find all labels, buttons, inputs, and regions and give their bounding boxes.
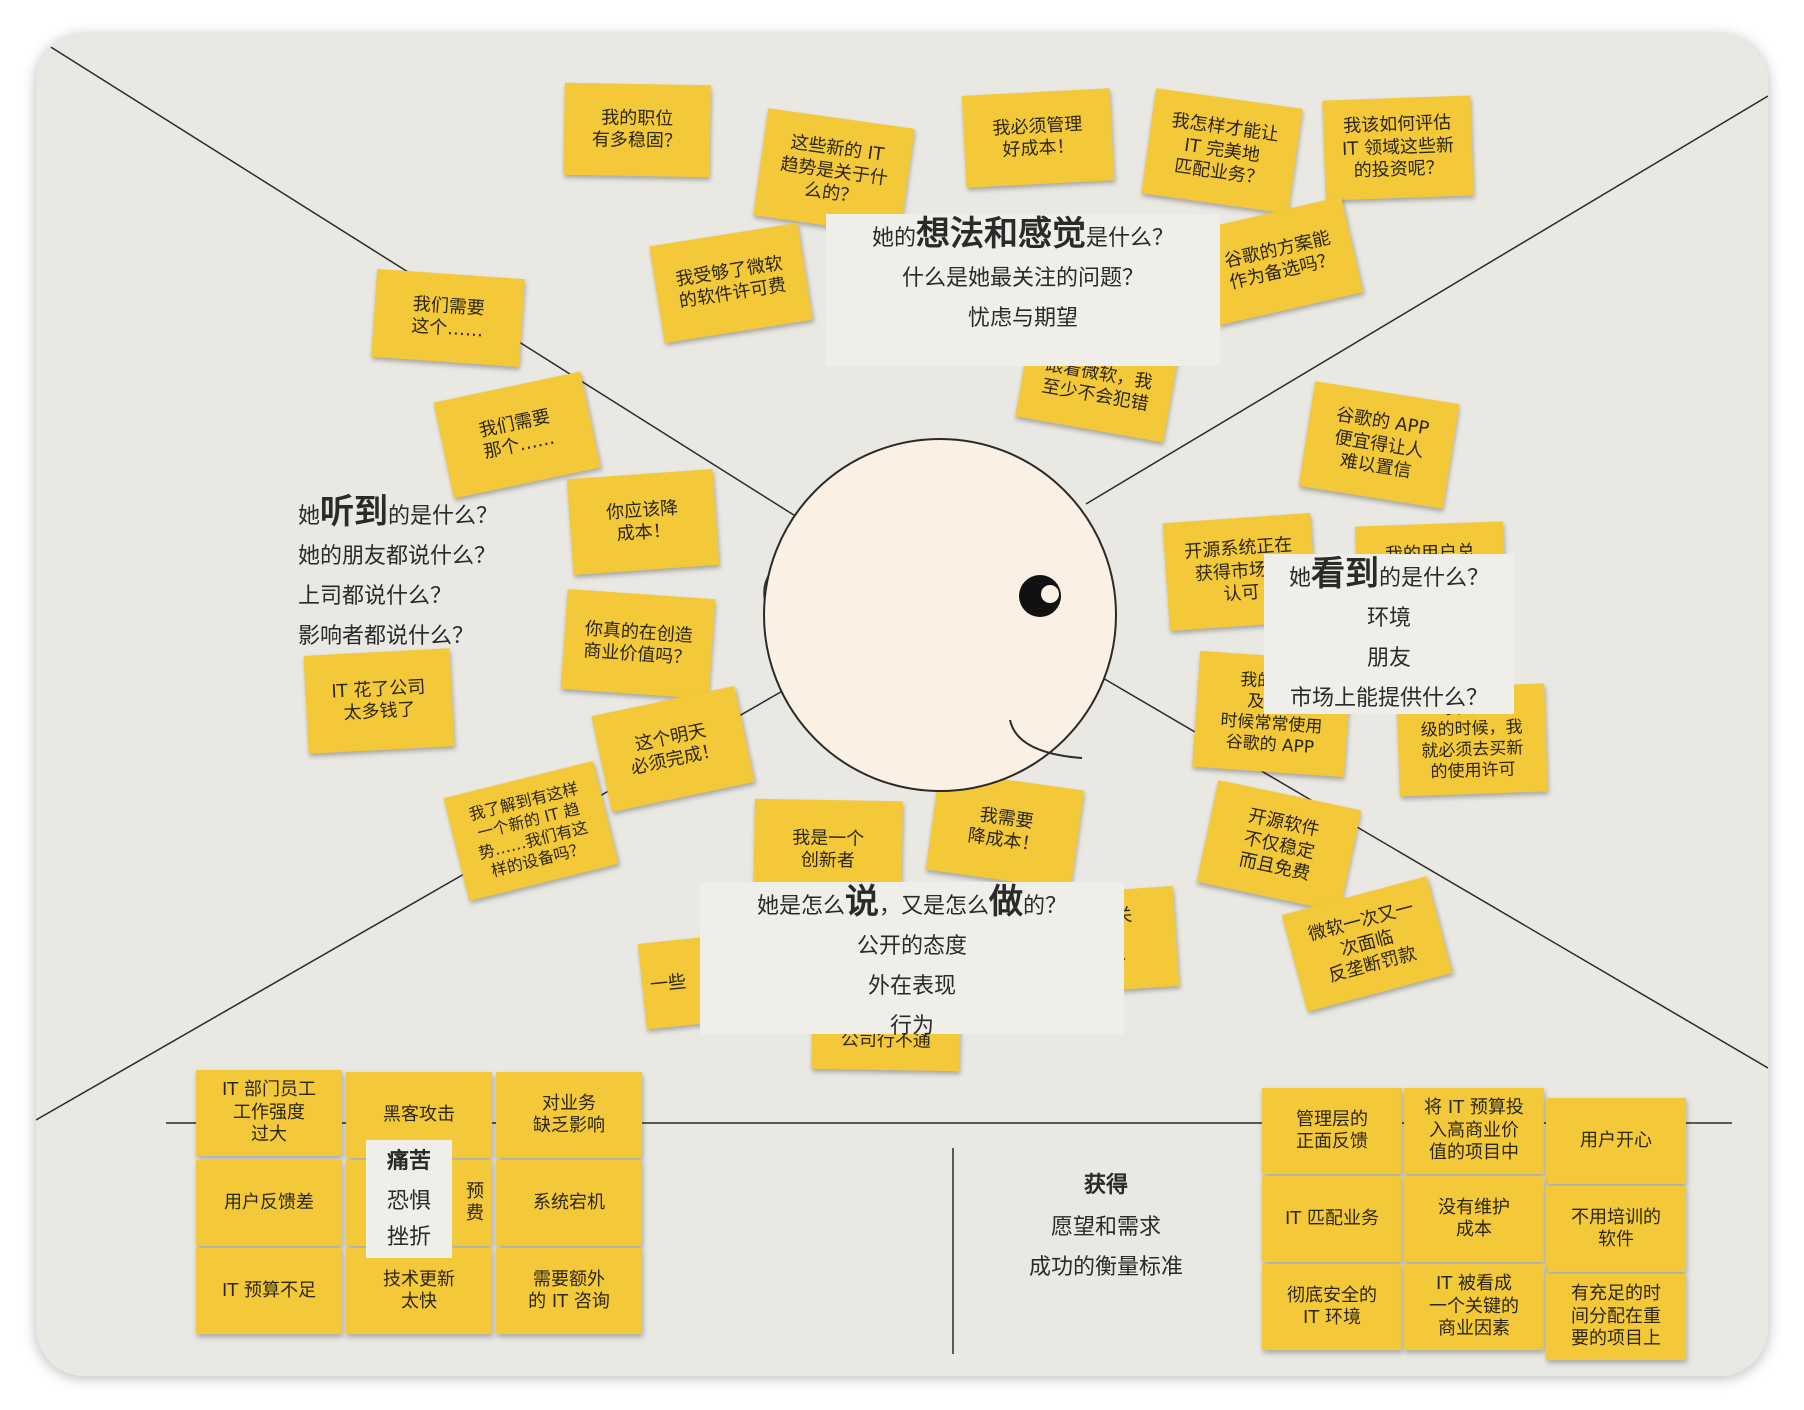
pain-sticky-note: 用户反馈差 [196, 1160, 342, 1246]
sticky-note: 你应该降 成本！ [566, 469, 720, 575]
gain-sticky-note: 将 IT 预算投 入高商业价 值的项目中 [1404, 1088, 1544, 1174]
pain-sticky-note: 对业务 缺乏影响 [496, 1072, 642, 1158]
gain-sticky-note: IT 匹配业务 [1262, 1176, 1402, 1262]
pain-sticky-note: 系统宕机 [496, 1160, 642, 1246]
pain-sticky-note: 需要额外 的 IT 咨询 [496, 1248, 642, 1334]
pain-sticky-note: IT 部门员工 工作强度 过大 [196, 1070, 342, 1156]
think-feel-label: 她的想法和感觉是什么？ 什么是她最关注的问题？ 忧虑与期望 [826, 214, 1220, 366]
sticky-note: 我该如何评估 IT 领域这些新 的投资呢？ [1322, 95, 1474, 201]
gain-sticky-note: 不用培训的 软件 [1546, 1186, 1686, 1272]
sticky-note: 谷歌的 APP 便宜得让人 难以置信 [1298, 381, 1460, 509]
sticky-note: 我怎样才能让 IT 完美地 匹配业务？ [1141, 88, 1303, 214]
gain-sticky-note: 没有维护 成本 [1404, 1176, 1544, 1262]
sticky-note: IT 花了公司 太多钱了 [303, 648, 455, 754]
pain-label: 痛苦 恐惧 挫折 [366, 1140, 452, 1258]
gain-label: 获得 愿望和需求 成功的衡量标准 [1028, 1173, 1183, 1280]
sticky-note: 我们需要 这个…… [371, 268, 525, 368]
empathy-map-board: 我的职位 有多稳固？ 这些新的 IT 趋势是关于什 么的？ 我必须管理 好成本！… [36, 34, 1768, 1376]
gain-sticky-note: 用户开心 [1546, 1098, 1686, 1184]
diagonal-top-right [1085, 95, 1768, 505]
sticky-note: 我必须管理 好成本！ [961, 88, 1115, 188]
hear-label: 她听到的是什么？ 她的朋友都说什么？ 上司都说什么？ 影响者都说什么？ [298, 492, 499, 649]
sticky-note: 你真的在创造 商业价值吗？ [560, 588, 716, 700]
person-head-icon [763, 438, 1117, 792]
pain-sticky-note: 技术更新 太快 [346, 1248, 492, 1334]
gain-sticky-note: 彻底安全的 IT 环境 [1262, 1264, 1402, 1350]
gain-sticky-note: 有充足的时 间分配在重 要的项目上 [1546, 1274, 1686, 1360]
sticky-note: 我的职位 有多稳固？ [563, 82, 711, 178]
pain-sticky-note: IT 预算不足 [196, 1248, 342, 1334]
see-label: 她看到的是什么？ 环境 朋友 市场上能提供什么？ [1264, 554, 1514, 714]
gain-sticky-note: IT 被看成 一个关键的 商业因素 [1404, 1264, 1544, 1350]
say-do-label: 她是怎么说，又是怎么做的？ 公开的态度 外在表现 行为 [700, 882, 1124, 1039]
gain-sticky-note: 管理层的 正面反馈 [1262, 1088, 1402, 1174]
